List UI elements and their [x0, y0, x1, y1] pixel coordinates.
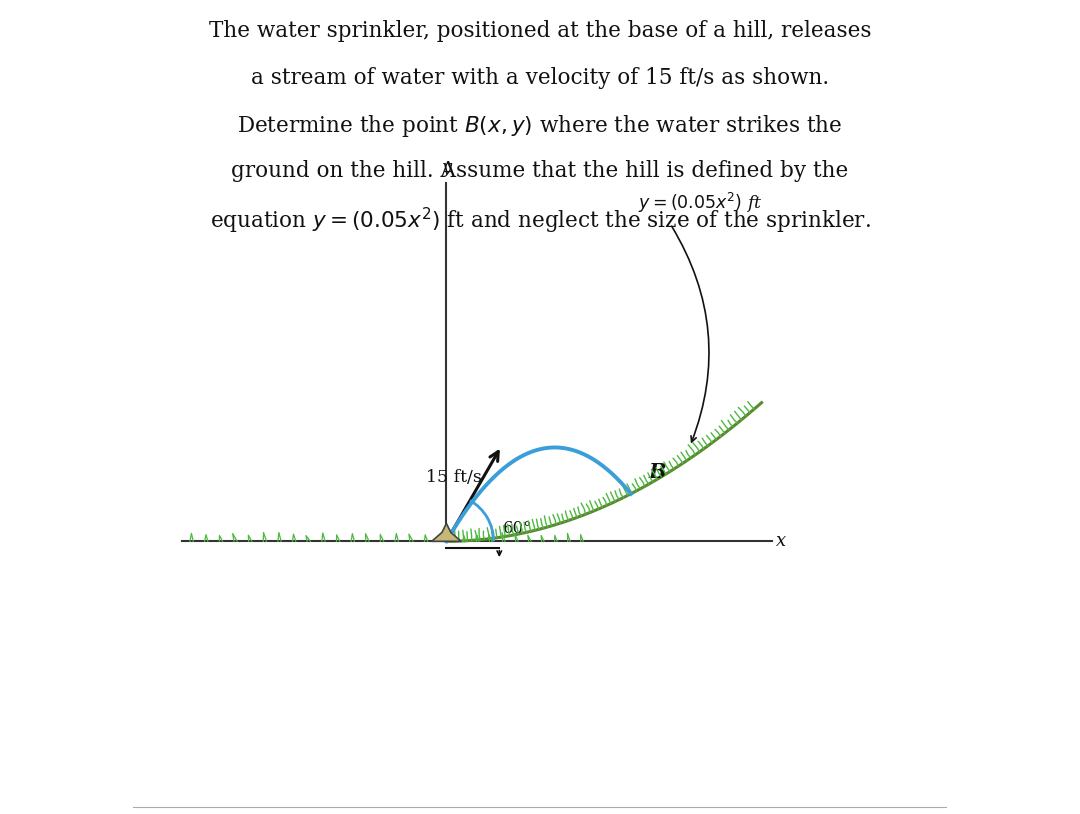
Polygon shape	[432, 523, 461, 541]
Text: Determine the point $\mathit{B(x, y)}$ where the water strikes the: Determine the point $\mathit{B(x, y)}$ w…	[238, 113, 842, 139]
Text: equation $y = (0.05x^2)$ ft and neglect the size of the sprinkler.: equation $y = (0.05x^2)$ ft and neglect …	[210, 206, 870, 236]
Text: 15 ft/s: 15 ft/s	[427, 470, 483, 486]
Text: a stream of water with a velocity of 15 ft/s as shown.: a stream of water with a velocity of 15 …	[251, 67, 829, 89]
Text: 60°: 60°	[502, 519, 532, 536]
Text: y: y	[442, 159, 451, 177]
Text: x: x	[777, 532, 786, 550]
Text: B: B	[649, 462, 666, 482]
Text: The water sprinkler, positioned at the base of a hill, releases: The water sprinkler, positioned at the b…	[208, 20, 872, 42]
Text: ground on the hill. Assume that the hill is defined by the: ground on the hill. Assume that the hill…	[231, 160, 849, 182]
Text: $y = (0.05x^2)$ ft: $y = (0.05x^2)$ ft	[637, 191, 762, 216]
